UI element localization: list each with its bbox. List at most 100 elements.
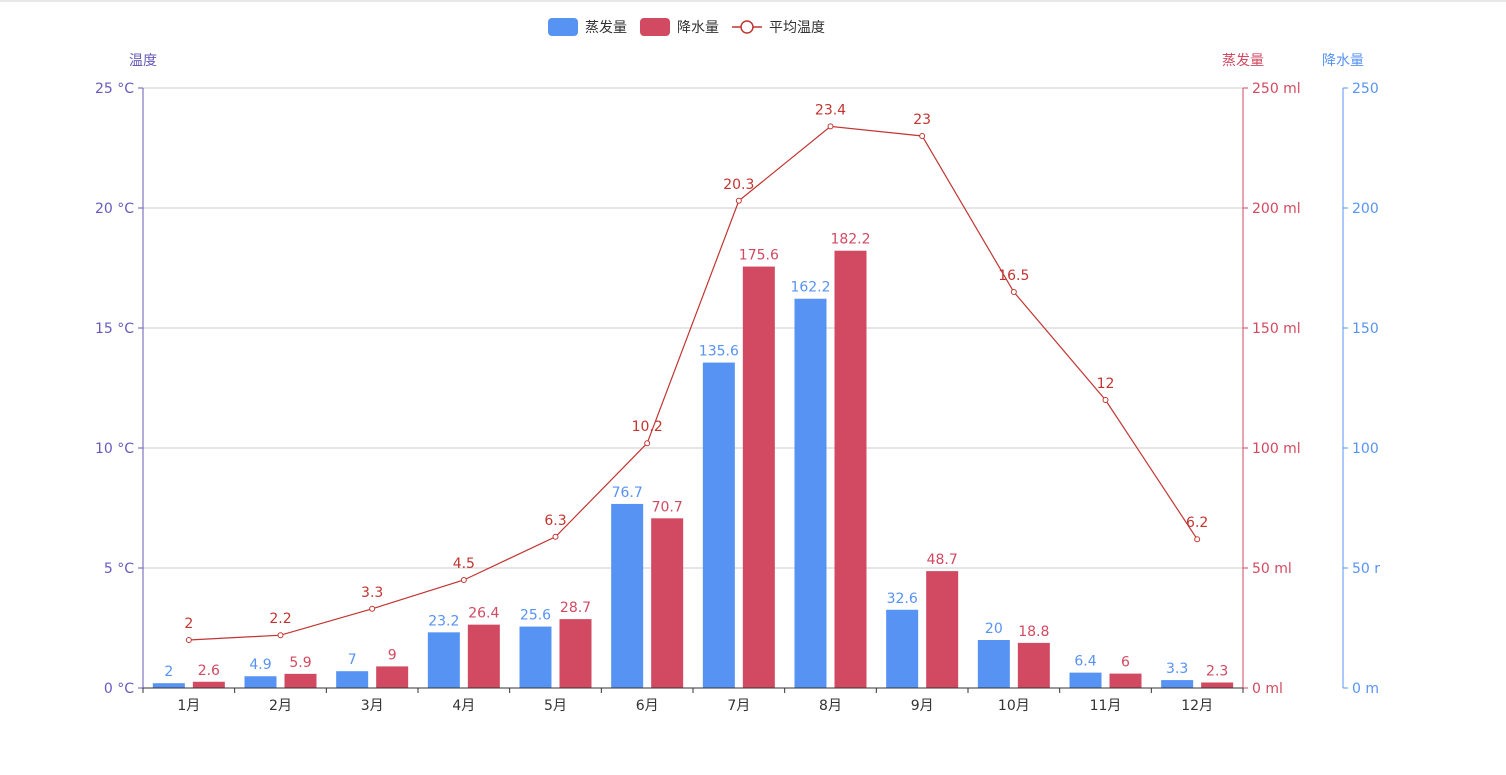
line-path <box>188 125 1198 641</box>
bar <box>519 626 552 688</box>
legend-swatch <box>640 18 670 36</box>
bar <box>651 518 684 688</box>
bar <box>926 571 959 688</box>
legend-swatch <box>548 18 578 36</box>
temperature-line <box>185 123 1201 643</box>
bar <box>559 619 592 688</box>
y-right2-axis-name: 降水量 <box>1322 53 1364 69</box>
line-value-label: 6.3 <box>544 513 566 529</box>
legend-label: 平均温度 <box>769 20 825 36</box>
y-left-tick-label: 5 °C <box>104 561 134 577</box>
line-point <box>827 123 834 130</box>
y-right-tick-label: 50 ml <box>1252 561 1292 577</box>
bar <box>1017 642 1050 688</box>
bar-value-label: 9 <box>388 647 397 663</box>
line-point <box>644 440 651 447</box>
line-value-label: 23.4 <box>815 102 846 118</box>
bar <box>702 362 735 688</box>
bars <box>152 250 1234 688</box>
y-right-tick-label: 100 ml <box>1252 441 1301 457</box>
y-right-tick-label: 200 ml <box>1252 201 1301 217</box>
line-value-label: 4.5 <box>453 556 475 572</box>
bar <box>1109 673 1142 688</box>
bar-value-label: 26.4 <box>468 606 499 622</box>
y-right-tick-label: 150 ml <box>1252 321 1301 337</box>
y-right2-tick-label: 150 <box>1352 321 1379 337</box>
legend-swatch-marker <box>740 20 754 34</box>
bar-value-label: 5.9 <box>289 655 311 671</box>
line-value-label: 6.2 <box>1186 515 1208 531</box>
line-value-label: 20.3 <box>723 177 754 193</box>
y-left-tick-label: 10 °C <box>95 441 134 457</box>
x-tick-label: 1月 <box>177 698 200 714</box>
bar-value-label: 135.6 <box>699 344 739 360</box>
y-right-tick-label: 250 ml <box>1252 81 1301 97</box>
line-point <box>1010 289 1017 295</box>
bar <box>794 298 827 688</box>
bar-value-label: 182.2 <box>830 232 870 248</box>
x-tick-label: 2月 <box>269 698 292 714</box>
bar <box>244 676 277 688</box>
line-point <box>735 197 742 204</box>
legend-item[interactable]: 降水量 <box>640 18 719 36</box>
legend-label: 降水量 <box>677 20 719 36</box>
axes: 0 °C 5 °C 10 °C 15 °C 20 °C 25 °C 0 ml 50 ml 100… <box>95 53 1380 714</box>
line-value-label: 10.2 <box>632 419 663 435</box>
legend-item[interactable]: 蒸发量 <box>548 18 627 36</box>
bar-value-label: 2.6 <box>198 663 220 679</box>
bar-value-label: 20 <box>985 621 1003 637</box>
legend-item[interactable]: 平均温度 <box>732 20 825 36</box>
bar-value-label: 28.7 <box>560 600 591 616</box>
x-tick-label: 8月 <box>819 698 842 714</box>
bar <box>977 640 1010 688</box>
legend-label: 蒸发量 <box>585 20 627 36</box>
x-tick-label: 5月 <box>544 698 567 714</box>
line-point <box>919 133 926 139</box>
gridlines <box>143 87 1243 569</box>
bar-value-label: 32.6 <box>887 591 918 607</box>
line-value-label: 23 <box>913 112 931 128</box>
data-labels: 2 4.9 7 23.2 25.6 76.7 135.6 162.2 32.6 20 6.4 3.3 2… <box>164 102 1228 680</box>
top-border <box>0 0 1506 2</box>
bar-value-label: 4.9 <box>249 657 271 673</box>
bar-value-label: 23.2 <box>428 613 459 629</box>
bar-value-label: 7 <box>348 652 357 668</box>
bar-value-label: 175.6 <box>739 248 779 264</box>
bar <box>427 632 460 688</box>
bar <box>336 671 369 688</box>
y-left-tick-label: 0 °C <box>104 681 134 697</box>
bar <box>192 681 225 688</box>
bar-value-label: 3.3 <box>1166 661 1188 677</box>
x-tick-label: 11月 <box>1090 698 1122 714</box>
bar <box>467 624 500 688</box>
x-tick-label: 9月 <box>911 698 934 714</box>
bar <box>284 673 317 688</box>
y-right-axis-name: 蒸发量 <box>1222 53 1264 69</box>
line-value-label: 16.5 <box>998 268 1029 284</box>
y-right2-tick-label: 200 <box>1352 201 1379 217</box>
line-value-label: 3.3 <box>361 585 383 601</box>
bar <box>376 666 409 688</box>
bar <box>886 609 919 688</box>
bar-value-label: 76.7 <box>612 485 643 501</box>
x-tick-label: 3月 <box>361 698 384 714</box>
bar <box>1201 682 1234 688</box>
line-point <box>552 533 559 540</box>
y-left-axis-name: 温度 <box>129 53 157 69</box>
line-point <box>1102 397 1109 403</box>
line-point <box>277 632 284 639</box>
legend[interactable]: 蒸发量 降水量 平均温度 <box>548 18 825 36</box>
bar <box>1161 680 1194 688</box>
bar <box>611 503 644 688</box>
x-tick-label: 6月 <box>636 698 659 714</box>
line-value-label: 2 <box>184 616 193 632</box>
x-tick-label: 7月 <box>727 698 750 714</box>
line-point <box>369 605 376 612</box>
y-left-tick-label: 25 °C <box>95 81 134 97</box>
y-right2-tick-label: 100 <box>1352 441 1379 457</box>
bar <box>834 250 867 688</box>
line-value-label: 12 <box>1097 376 1115 392</box>
x-tick-label: 4月 <box>452 698 475 714</box>
y-right2-tick-label: 50 r <box>1352 561 1380 577</box>
y-left-tick-label: 20 °C <box>95 201 134 217</box>
